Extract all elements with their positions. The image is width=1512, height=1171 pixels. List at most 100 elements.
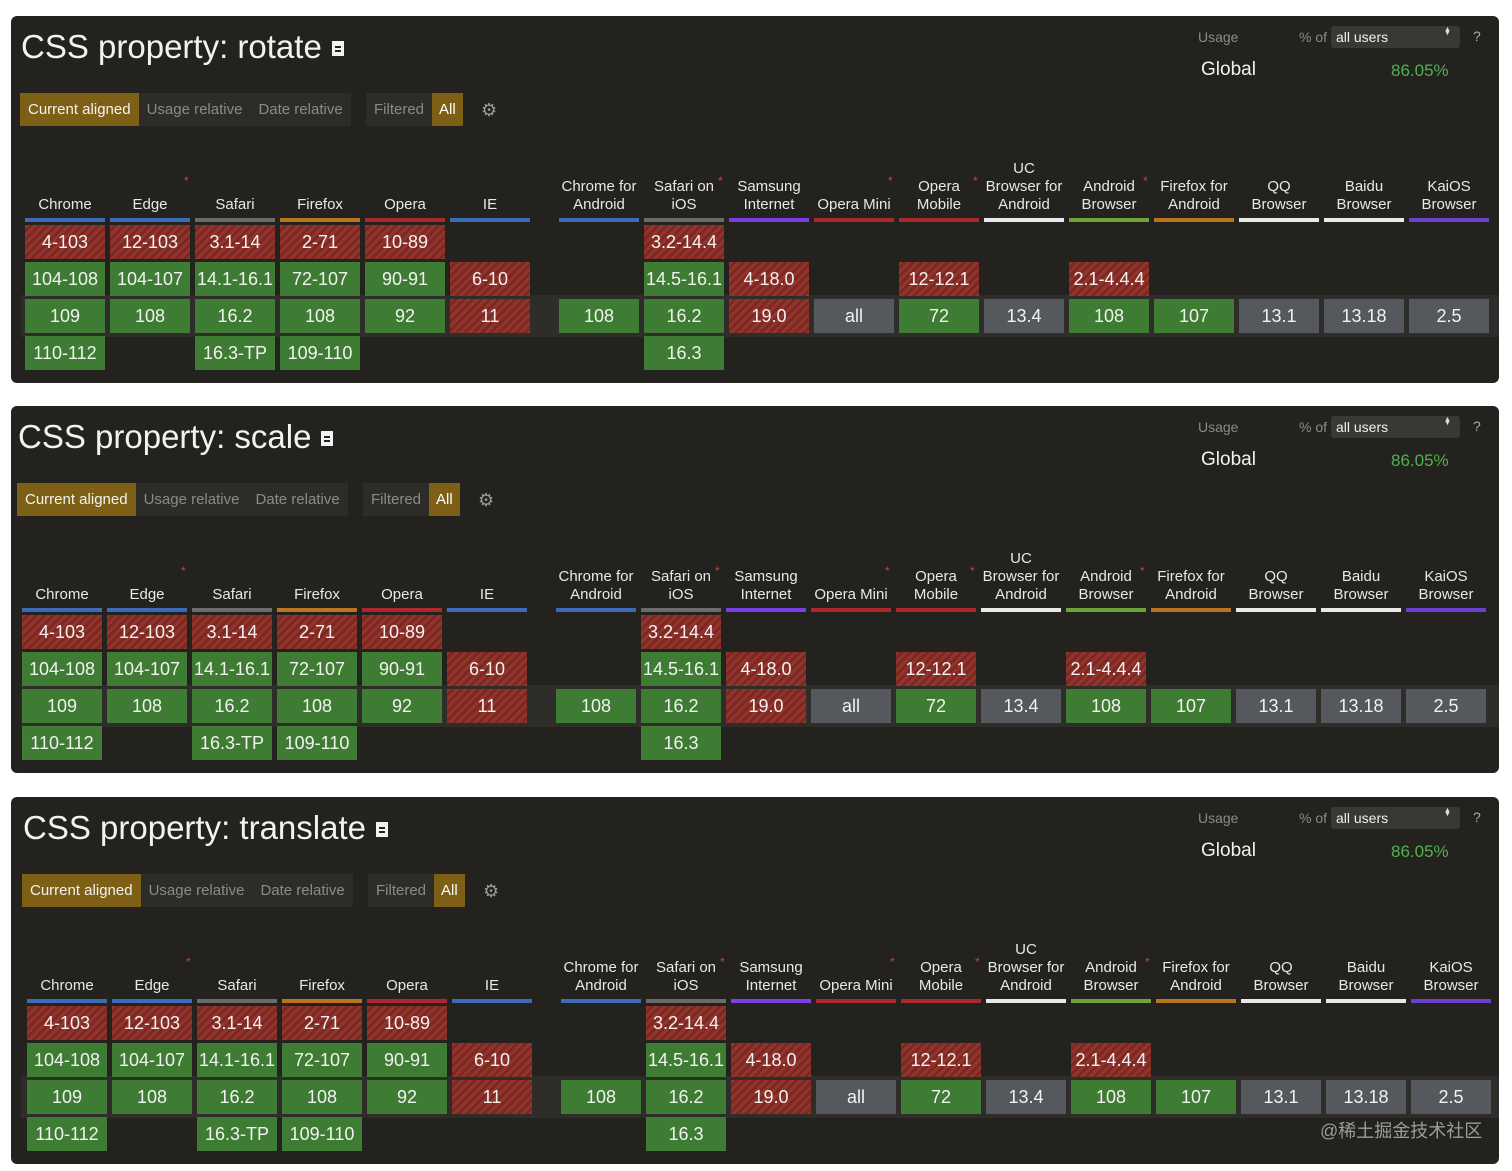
version-cell[interactable]: 92 [367,1080,447,1114]
view-mode-tab[interactable]: Date relative [260,882,345,899]
version-cell[interactable]: 13.1 [1236,689,1316,723]
gear-icon[interactable]: ⚙ [483,881,500,901]
version-cell[interactable]: 16.3-TP [192,726,272,760]
version-cell[interactable]: 14.5-16.1 [644,262,724,296]
version-cell[interactable]: 19.0 [726,689,806,723]
version-cell[interactable]: 2.1-4.4.4 [1066,652,1146,686]
version-cell[interactable]: 14.1-16.1 [197,1043,277,1077]
version-cell[interactable]: all [811,689,891,723]
version-cell[interactable]: 108 [1069,299,1149,333]
version-cell[interactable]: 2-71 [277,615,357,649]
version-cell[interactable]: 13.4 [984,299,1064,333]
version-cell[interactable]: 2-71 [282,1006,362,1040]
version-cell[interactable]: 3.2-14.4 [644,225,724,259]
version-cell[interactable]: 108 [107,689,187,723]
view-mode-tab[interactable]: Usage relative [148,882,245,899]
version-cell[interactable]: all [814,299,894,333]
version-cell[interactable]: 3.1-14 [192,615,272,649]
version-cell[interactable]: 108 [1071,1080,1151,1114]
version-cell[interactable]: 11 [452,1080,532,1114]
version-cell[interactable]: 72 [901,1080,981,1114]
version-cell[interactable]: 11 [447,689,527,723]
view-mode-tab[interactable]: Usage relative [146,101,243,118]
version-cell[interactable]: 72 [896,689,976,723]
version-cell[interactable]: 109-110 [280,336,360,370]
version-cell[interactable]: 13.18 [1324,299,1404,333]
version-cell[interactable]: all [816,1080,896,1114]
version-cell[interactable]: 110-112 [27,1117,107,1151]
version-cell[interactable]: 2-71 [280,225,360,259]
version-cell[interactable]: 109 [27,1080,107,1114]
version-cell[interactable]: 19.0 [729,299,809,333]
version-cell[interactable]: 4-18.0 [729,262,809,296]
version-cell[interactable]: 108 [112,1080,192,1114]
version-cell[interactable]: 16.3 [646,1117,726,1151]
users-select[interactable]: all users ▲▼ [1331,26,1460,48]
version-cell[interactable]: 108 [556,689,636,723]
filtered-button[interactable]: Filtered [371,491,422,508]
version-cell[interactable]: 12-12.1 [899,262,979,296]
version-cell[interactable]: 3.2-14.4 [641,615,721,649]
version-cell[interactable]: 6-10 [447,652,527,686]
version-cell[interactable]: 3.2-14.4 [646,1006,726,1040]
version-cell[interactable]: 2.5 [1411,1080,1491,1114]
version-cell[interactable]: 13.4 [986,1080,1066,1114]
version-cell[interactable]: 16.2 [646,1080,726,1114]
version-cell[interactable]: 104-107 [112,1043,192,1077]
gear-icon[interactable]: ⚙ [478,490,495,510]
version-cell[interactable]: 13.18 [1326,1080,1406,1114]
version-cell[interactable]: 16.2 [197,1080,277,1114]
help-icon[interactable]: ? [1473,28,1481,44]
version-cell[interactable]: 72 [899,299,979,333]
version-cell[interactable]: 2.1-4.4.4 [1069,262,1149,296]
version-cell[interactable]: 12-12.1 [901,1043,981,1077]
view-mode-tab[interactable]: Date relative [255,491,340,508]
version-cell[interactable]: 13.4 [981,689,1061,723]
help-icon[interactable]: ? [1473,809,1481,825]
version-cell[interactable]: 13.1 [1241,1080,1321,1114]
view-mode-tab[interactable]: Current aligned [22,874,141,907]
version-cell[interactable]: 108 [1066,689,1146,723]
version-cell[interactable]: 12-103 [112,1006,192,1040]
version-cell[interactable]: 108 [561,1080,641,1114]
version-cell[interactable]: 109 [22,689,102,723]
version-cell[interactable]: 107 [1156,1080,1236,1114]
version-cell[interactable]: 90-91 [365,262,445,296]
version-cell[interactable]: 14.5-16.1 [646,1043,726,1077]
version-cell[interactable]: 13.18 [1321,689,1401,723]
version-cell[interactable]: 4-18.0 [731,1043,811,1077]
filtered-button[interactable]: Filtered [376,882,427,899]
version-cell[interactable]: 16.3 [641,726,721,760]
version-cell[interactable]: 2.5 [1409,299,1489,333]
version-cell[interactable]: 10-89 [362,615,442,649]
version-cell[interactable]: 4-18.0 [726,652,806,686]
all-button[interactable]: All [432,93,463,126]
version-cell[interactable]: 109-110 [277,726,357,760]
document-icon[interactable] [331,41,344,56]
version-cell[interactable]: 108 [280,299,360,333]
version-cell[interactable]: 12-12.1 [896,652,976,686]
version-cell[interactable]: 16.2 [192,689,272,723]
version-cell[interactable]: 107 [1151,689,1231,723]
version-cell[interactable]: 16.3-TP [197,1117,277,1151]
version-cell[interactable]: 104-108 [25,262,105,296]
version-cell[interactable]: 108 [559,299,639,333]
version-cell[interactable]: 109-110 [282,1117,362,1151]
feature-title[interactable]: CSS property: translate [23,809,388,847]
version-cell[interactable]: 11 [450,299,530,333]
version-cell[interactable]: 16.3 [644,336,724,370]
version-cell[interactable]: 104-107 [110,262,190,296]
version-cell[interactable]: 14.5-16.1 [641,652,721,686]
version-cell[interactable]: 12-103 [107,615,187,649]
version-cell[interactable]: 16.2 [195,299,275,333]
view-mode-tab[interactable]: Current aligned [17,483,136,516]
document-icon[interactable] [376,822,388,837]
version-cell[interactable]: 6-10 [452,1043,532,1077]
document-icon[interactable] [321,431,334,446]
version-cell[interactable]: 2.1-4.4.4 [1071,1043,1151,1077]
version-cell[interactable]: 108 [110,299,190,333]
version-cell[interactable]: 108 [277,689,357,723]
version-cell[interactable]: 107 [1154,299,1234,333]
version-cell[interactable]: 92 [362,689,442,723]
feature-title[interactable]: CSS property: rotate [21,28,344,66]
